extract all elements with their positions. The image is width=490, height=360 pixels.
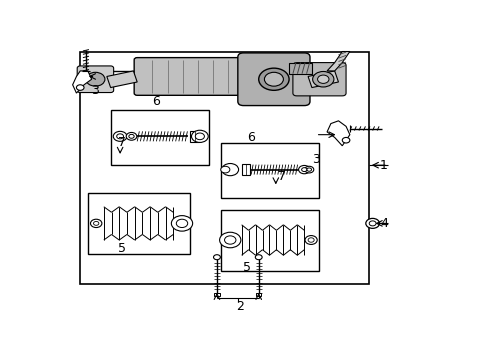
Bar xyxy=(220,210,319,270)
Bar xyxy=(111,110,209,165)
Bar xyxy=(242,164,250,175)
Circle shape xyxy=(222,163,239,176)
Polygon shape xyxy=(73,71,92,93)
FancyBboxPatch shape xyxy=(77,66,114,93)
Circle shape xyxy=(176,219,188,228)
Circle shape xyxy=(86,72,105,86)
Bar xyxy=(80,51,369,284)
Polygon shape xyxy=(327,121,350,146)
Circle shape xyxy=(126,132,137,140)
Circle shape xyxy=(305,235,317,244)
Circle shape xyxy=(196,133,204,140)
Bar xyxy=(220,143,319,198)
Text: 1: 1 xyxy=(380,159,388,172)
Circle shape xyxy=(298,166,310,174)
Text: 5: 5 xyxy=(118,242,126,255)
Text: 6: 6 xyxy=(247,131,255,144)
Circle shape xyxy=(307,168,312,171)
Circle shape xyxy=(255,255,262,260)
Circle shape xyxy=(302,168,307,172)
Circle shape xyxy=(113,131,127,141)
Circle shape xyxy=(117,134,123,139)
Circle shape xyxy=(94,221,99,225)
Circle shape xyxy=(129,134,134,138)
Circle shape xyxy=(313,72,334,87)
Text: 4: 4 xyxy=(380,217,388,230)
Text: 6: 6 xyxy=(152,95,160,108)
FancyBboxPatch shape xyxy=(238,53,310,105)
Circle shape xyxy=(91,219,102,228)
Polygon shape xyxy=(308,71,339,87)
Text: 5: 5 xyxy=(244,261,251,274)
Polygon shape xyxy=(107,71,137,87)
FancyBboxPatch shape xyxy=(134,58,262,95)
Circle shape xyxy=(265,72,283,86)
Circle shape xyxy=(318,75,329,84)
Circle shape xyxy=(342,138,350,143)
Text: 3: 3 xyxy=(92,84,99,97)
Circle shape xyxy=(308,238,314,242)
Circle shape xyxy=(259,68,289,90)
Circle shape xyxy=(305,166,314,173)
Circle shape xyxy=(220,166,230,173)
Text: 2: 2 xyxy=(236,300,244,313)
Text: 7: 7 xyxy=(118,136,126,149)
Circle shape xyxy=(192,130,208,143)
Bar xyxy=(214,293,220,296)
Circle shape xyxy=(369,221,376,226)
Circle shape xyxy=(224,236,236,244)
FancyBboxPatch shape xyxy=(293,63,346,96)
Text: 7: 7 xyxy=(277,170,286,183)
Circle shape xyxy=(76,85,84,90)
Circle shape xyxy=(214,255,220,260)
Bar xyxy=(88,193,190,254)
Circle shape xyxy=(220,232,241,248)
Circle shape xyxy=(366,219,379,228)
Text: 3: 3 xyxy=(312,153,319,166)
Polygon shape xyxy=(327,51,350,71)
Circle shape xyxy=(172,216,193,231)
Bar xyxy=(190,131,199,142)
Bar xyxy=(289,63,312,74)
Bar xyxy=(256,293,261,296)
